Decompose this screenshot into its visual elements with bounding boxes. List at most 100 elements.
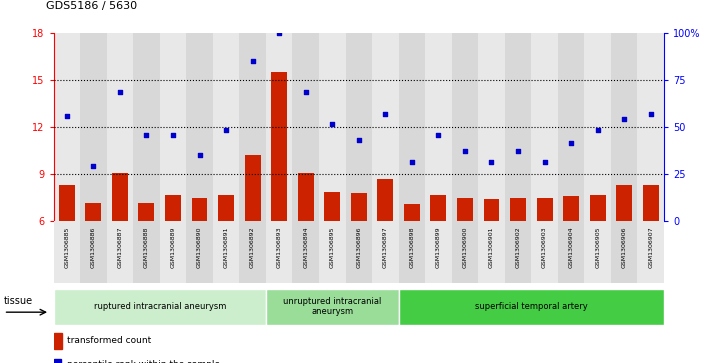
Bar	[372, 221, 398, 283]
Text: GSM1306901: GSM1306901	[489, 227, 494, 268]
Text: superficial temporal artery: superficial temporal artery	[475, 302, 588, 311]
Bar	[112, 173, 128, 221]
Point	[459, 148, 471, 154]
Bar	[165, 195, 181, 221]
Bar	[80, 33, 106, 221]
Bar	[239, 33, 266, 221]
Bar	[478, 221, 505, 283]
Point	[353, 137, 365, 143]
Bar	[54, 333, 62, 350]
Bar	[106, 33, 134, 221]
Point	[645, 111, 656, 117]
Bar	[54, 33, 80, 221]
Bar	[616, 185, 632, 221]
Bar	[245, 155, 261, 221]
Bar	[266, 33, 293, 221]
Bar	[186, 221, 213, 283]
Bar	[457, 198, 473, 221]
Bar	[134, 221, 160, 283]
Bar	[584, 33, 611, 221]
Bar	[431, 195, 446, 221]
Point	[406, 159, 418, 164]
Point	[380, 111, 391, 117]
Bar	[478, 33, 505, 221]
Bar	[404, 204, 420, 221]
Bar	[378, 179, 393, 221]
Bar	[54, 221, 80, 283]
Text: GSM1306895: GSM1306895	[330, 227, 335, 268]
Bar	[638, 221, 664, 283]
Bar	[372, 33, 398, 221]
Bar	[54, 359, 61, 363]
Bar	[537, 198, 553, 221]
Bar	[266, 221, 293, 283]
Bar	[86, 203, 101, 221]
Point	[61, 113, 73, 119]
Bar	[293, 33, 319, 221]
Text: GSM1306890: GSM1306890	[197, 227, 202, 268]
Bar	[505, 221, 531, 283]
Bar	[398, 33, 425, 221]
Bar	[293, 221, 319, 283]
Text: GDS5186 / 5630: GDS5186 / 5630	[46, 1, 138, 11]
Point	[618, 116, 630, 122]
Bar	[213, 221, 239, 283]
Bar	[191, 198, 208, 221]
Bar	[425, 33, 452, 221]
Bar	[590, 195, 605, 221]
Bar	[558, 221, 584, 283]
Bar	[425, 221, 452, 283]
Point	[141, 132, 152, 138]
Bar	[346, 33, 372, 221]
Bar	[452, 221, 478, 283]
Point	[300, 90, 311, 95]
Point	[114, 90, 126, 95]
Bar	[59, 185, 75, 221]
Text: GSM1306905: GSM1306905	[595, 227, 600, 268]
Text: GSM1306886: GSM1306886	[91, 227, 96, 268]
Text: GSM1306893: GSM1306893	[276, 227, 281, 268]
Text: GSM1306896: GSM1306896	[356, 227, 361, 268]
Text: GSM1306894: GSM1306894	[303, 227, 308, 268]
Bar	[319, 33, 346, 221]
Text: GSM1306897: GSM1306897	[383, 227, 388, 268]
Bar	[213, 33, 239, 221]
Text: GSM1306904: GSM1306904	[568, 227, 573, 268]
Point	[433, 132, 444, 138]
Bar	[239, 221, 266, 283]
Point	[193, 152, 205, 158]
Point	[167, 132, 178, 138]
Bar	[139, 203, 154, 221]
Point	[592, 127, 603, 133]
Text: GSM1306891: GSM1306891	[223, 227, 228, 268]
Bar	[611, 33, 638, 221]
Point	[326, 121, 338, 127]
Text: GSM1306898: GSM1306898	[409, 227, 414, 268]
Bar	[531, 221, 558, 283]
Text: GSM1306900: GSM1306900	[463, 227, 468, 268]
Bar	[271, 72, 287, 221]
Bar	[106, 221, 134, 283]
Bar	[505, 33, 531, 221]
Text: GSM1306899: GSM1306899	[436, 227, 441, 268]
Bar	[218, 195, 234, 221]
Bar	[452, 33, 478, 221]
Point	[565, 140, 577, 146]
Bar	[134, 33, 160, 221]
Bar	[611, 221, 638, 283]
Bar	[54, 289, 266, 325]
Bar	[510, 198, 526, 221]
Bar	[584, 221, 611, 283]
Point	[247, 58, 258, 64]
Bar	[324, 192, 340, 221]
Text: GSM1306907: GSM1306907	[648, 227, 653, 268]
Point	[539, 159, 550, 164]
Bar	[398, 221, 425, 283]
Text: GSM1306888: GSM1306888	[144, 227, 149, 268]
Text: GSM1306892: GSM1306892	[250, 227, 255, 268]
Point	[273, 30, 285, 36]
Bar	[346, 221, 372, 283]
Text: GSM1306903: GSM1306903	[542, 227, 547, 268]
Point	[513, 148, 524, 154]
Bar	[186, 33, 213, 221]
